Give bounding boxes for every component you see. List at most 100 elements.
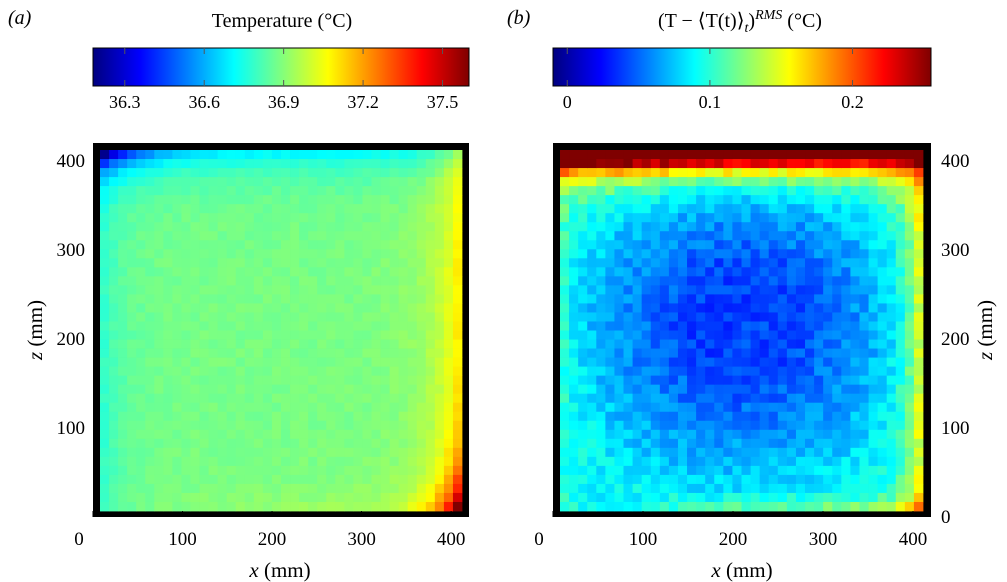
heat-cell — [127, 439, 136, 448]
heat-cell — [281, 340, 290, 349]
heat-cell — [850, 394, 859, 403]
heat-cell — [669, 222, 678, 231]
heat-cell — [878, 267, 887, 276]
heat-cell — [263, 367, 272, 376]
heat-cell — [769, 376, 778, 385]
heat-cell — [227, 231, 236, 240]
heat-cell — [869, 430, 878, 439]
heat-cell — [227, 457, 236, 466]
heat-cell — [435, 367, 444, 376]
heat-cell — [696, 358, 705, 367]
heat-cell — [742, 240, 751, 249]
heat-cell — [353, 231, 362, 240]
heat-cell — [642, 412, 651, 421]
heat-cell — [435, 195, 444, 204]
heat-cell — [227, 475, 236, 484]
heat-cell — [100, 448, 109, 457]
heat-cell — [624, 231, 633, 240]
heat-cell — [100, 466, 109, 475]
heat-cell — [624, 321, 633, 330]
heat-cell — [145, 240, 154, 249]
heat-cell — [290, 186, 299, 195]
heat-cell — [272, 367, 281, 376]
heat-cell — [742, 195, 751, 204]
heat-cell — [390, 475, 399, 484]
heat-cell — [714, 430, 723, 439]
heat-cell — [841, 358, 850, 367]
heat-cell — [633, 484, 642, 493]
heat-cell — [723, 168, 732, 177]
heat-cell — [878, 376, 887, 385]
heat-cell — [272, 285, 281, 294]
heat-cell — [181, 303, 190, 312]
heat-cell — [209, 249, 218, 258]
heat-cell — [272, 195, 281, 204]
heat-cell — [560, 276, 569, 285]
heat-cell — [642, 186, 651, 195]
heat-cell — [435, 466, 444, 475]
heat-cell — [914, 321, 923, 330]
heat-cell — [624, 367, 633, 376]
heat-cell — [887, 276, 896, 285]
heat-cell — [435, 385, 444, 394]
heat-cell — [326, 439, 335, 448]
heat-cell — [841, 502, 850, 511]
heat-cell — [335, 367, 344, 376]
heat-cell — [760, 159, 769, 168]
heat-cell — [578, 294, 587, 303]
heat-cell — [263, 177, 272, 186]
heat-cell — [778, 403, 787, 412]
heat-cell — [805, 177, 814, 186]
heat-cell — [172, 303, 181, 312]
heat-cell — [372, 502, 381, 511]
heat-cell — [399, 430, 408, 439]
heat-cell — [587, 312, 596, 321]
heat-cell — [281, 421, 290, 430]
heat-cell — [218, 222, 227, 231]
heat-cell — [605, 412, 614, 421]
heat-cell — [218, 312, 227, 321]
heat-cell — [742, 394, 751, 403]
heat-cell — [272, 177, 281, 186]
heat-cell — [145, 285, 154, 294]
heat-cell — [344, 376, 353, 385]
heat-cell — [614, 222, 623, 231]
heat-cell — [209, 303, 218, 312]
heat-cell — [678, 385, 687, 394]
heat-cell — [651, 231, 660, 240]
heat-cell — [569, 258, 578, 267]
heat-cell — [732, 195, 741, 204]
heat-cell — [778, 484, 787, 493]
heat-cell — [614, 150, 623, 159]
heat-cell — [118, 475, 127, 484]
heat-cell — [218, 394, 227, 403]
heat-cell — [569, 150, 578, 159]
heat-cell — [326, 294, 335, 303]
heat-cell — [596, 312, 605, 321]
heat-cell — [390, 150, 399, 159]
heat-cell — [887, 502, 896, 511]
heat-cell — [227, 421, 236, 430]
heat-cell — [353, 367, 362, 376]
heat-cell — [191, 186, 200, 195]
heat-cell — [344, 258, 353, 267]
heat-cell — [200, 466, 209, 475]
heat-cell — [317, 439, 326, 448]
heat-cell — [399, 186, 408, 195]
heat-cell — [172, 168, 181, 177]
heat-cell — [299, 177, 308, 186]
heat-cell — [426, 168, 435, 177]
heat-cell — [453, 367, 462, 376]
panel-a-label: (a) — [8, 7, 32, 29]
heat-cell — [127, 240, 136, 249]
heat-cell — [263, 276, 272, 285]
heat-cell — [118, 466, 127, 475]
heat-cell — [696, 394, 705, 403]
heat-cell — [326, 168, 335, 177]
heat-cell — [299, 367, 308, 376]
heat-cell — [335, 213, 344, 222]
heat-cell — [687, 430, 696, 439]
heat-cell — [453, 240, 462, 249]
heat-cell — [805, 195, 814, 204]
heat-cell — [596, 267, 605, 276]
